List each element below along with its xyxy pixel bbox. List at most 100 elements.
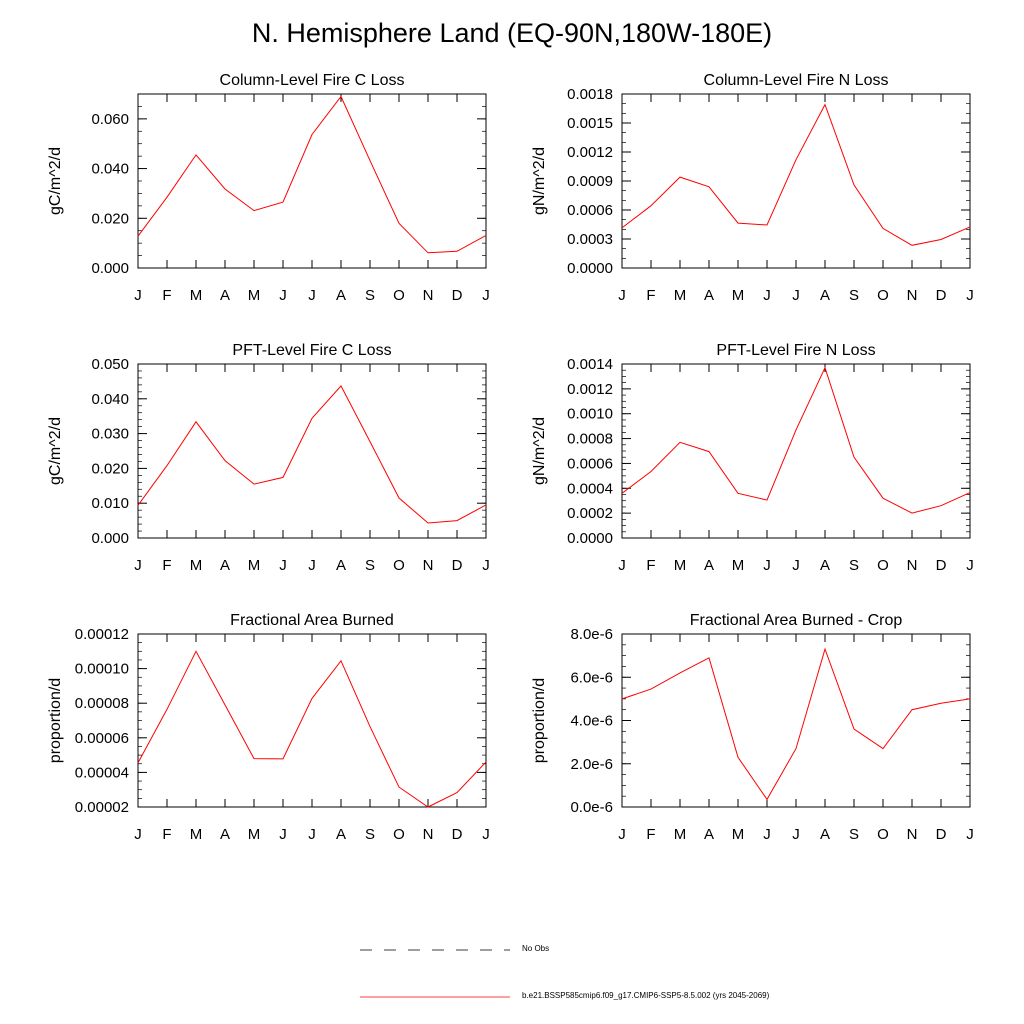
x-tick-label: J: [618, 557, 626, 574]
series-line: [621, 647, 971, 801]
y-tick-label: 0.00010: [75, 661, 129, 678]
x-tick-label: A: [820, 287, 830, 304]
y-tick-label: 0.0e-6: [570, 799, 613, 816]
plot-frame: [137, 633, 487, 808]
y-tick-label: 0.0006: [567, 455, 613, 472]
x-tick-label: D: [936, 287, 947, 304]
x-tick-label: A: [820, 557, 830, 574]
legend-label-no-obs: No Obs: [522, 944, 550, 953]
x-tick-label: M: [190, 557, 203, 574]
x-tick-label: M: [190, 287, 203, 304]
x-tick-label: S: [365, 557, 375, 574]
x-tick-label: F: [162, 287, 171, 304]
y-tick-label: 6.0e-6: [570, 669, 613, 686]
y-axis-label: gN/m^2/d: [531, 417, 548, 485]
y-tick-label: 0.00012: [75, 626, 129, 643]
x-tick-label: J: [792, 557, 800, 574]
series-line: [621, 366, 971, 514]
y-tick-label: 0.00008: [75, 695, 129, 712]
y-tick-label: 0.00002: [75, 799, 129, 816]
chart-panel-3: PFT-Level Fire C Loss 0.000 0.010 0.020 0.03…: [47, 342, 490, 574]
x-tick-label: N: [423, 287, 434, 304]
x-tick-label: N: [423, 557, 434, 574]
plot-frame: [621, 93, 971, 269]
x-tick-label: F: [162, 826, 171, 843]
y-tick-label: 0.040: [91, 161, 129, 178]
x-tick-label: J: [134, 287, 142, 304]
x-tick-label: D: [452, 557, 463, 574]
y-tick-label: 0.030: [91, 426, 129, 443]
y-axis-label: gC/m^2/d: [47, 147, 64, 215]
x-tick-label: J: [792, 287, 800, 304]
y-tick-label: 0.000: [91, 530, 129, 547]
y-tick-label: 0.0018: [567, 86, 613, 103]
y-tick-label: 0.0000: [567, 530, 613, 547]
x-tick-label: J: [308, 557, 316, 574]
series-line: [137, 95, 487, 254]
x-tick-label: F: [646, 557, 655, 574]
x-tick-label: D: [452, 826, 463, 843]
x-tick-label: M: [248, 287, 261, 304]
x-tick-label: N: [907, 557, 918, 574]
x-tick-label: A: [336, 826, 346, 843]
x-tick-label: J: [482, 826, 490, 843]
chart-title: PFT-Level Fire C Loss: [232, 342, 391, 359]
x-tick-label: S: [849, 557, 859, 574]
x-tick-label: M: [190, 826, 203, 843]
y-tick-label: 0.0010: [567, 406, 613, 423]
x-tick-label: J: [482, 287, 490, 304]
y-tick-label: 2.0e-6: [570, 756, 613, 773]
x-tick-label: O: [877, 557, 889, 574]
plot-frame: [137, 363, 487, 539]
chart-title: Column-Level Fire C Loss: [220, 72, 405, 89]
y-tick-label: 0.000: [91, 260, 129, 277]
y-tick-label: 8.0e-6: [570, 626, 613, 643]
y-tick-label: 0.010: [91, 495, 129, 512]
y-tick-label: 0.00006: [75, 730, 129, 747]
y-axis-label: proportion/d: [47, 678, 64, 763]
x-tick-label: J: [279, 557, 287, 574]
x-tick-label: J: [966, 557, 974, 574]
x-tick-label: S: [849, 826, 859, 843]
x-tick-label: J: [308, 287, 316, 304]
y-tick-label: 0.0004: [567, 480, 613, 497]
x-tick-label: A: [704, 287, 714, 304]
series-line: [137, 385, 487, 524]
x-tick-label: J: [763, 826, 771, 843]
x-tick-label: A: [336, 287, 346, 304]
plot-frame: [621, 633, 971, 808]
y-tick-label: 0.0002: [567, 505, 613, 522]
x-tick-label: D: [936, 557, 947, 574]
y-tick-label: 0.0006: [567, 202, 613, 219]
chart-title: Fractional Area Burned - Crop: [690, 612, 903, 629]
legend-label-model-run: b.e21.BSSP585cmip6.f09_g17.CMIP6-SSP5-8.…: [522, 991, 770, 1000]
x-tick-label: J: [279, 287, 287, 304]
x-tick-label: M: [732, 557, 745, 574]
x-tick-label: M: [674, 557, 687, 574]
y-tick-label: 0.0015: [567, 115, 613, 132]
x-tick-label: J: [134, 557, 142, 574]
chart-panel-5: Fractional Area Burned 0.00002 0.00004 0.00…: [47, 612, 490, 843]
y-axis-label: gC/m^2/d: [47, 417, 64, 485]
x-tick-label: J: [279, 826, 287, 843]
chart-title: Fractional Area Burned: [230, 612, 394, 629]
x-tick-label: J: [966, 826, 974, 843]
x-tick-label: J: [763, 287, 771, 304]
legend-dash-line: [360, 949, 510, 951]
x-tick-label: J: [618, 287, 626, 304]
x-tick-label: A: [220, 287, 230, 304]
y-tick-label: 0.060: [91, 111, 129, 128]
x-tick-label: D: [936, 826, 947, 843]
x-tick-label: J: [618, 826, 626, 843]
chart-panel-4: PFT-Level Fire N Loss 0.0000 0.0002 0.0004 0…: [531, 342, 974, 574]
y-tick-label: 0.0009: [567, 173, 613, 190]
x-tick-label: M: [732, 826, 745, 843]
x-tick-label: S: [365, 287, 375, 304]
chart-title: Column-Level Fire N Loss: [704, 72, 889, 89]
y-tick-label: 0.040: [91, 391, 129, 408]
x-tick-label: M: [248, 557, 261, 574]
x-tick-label: M: [248, 826, 261, 843]
y-tick-label: 0.0012: [567, 381, 613, 398]
y-tick-label: 0.0008: [567, 431, 613, 448]
